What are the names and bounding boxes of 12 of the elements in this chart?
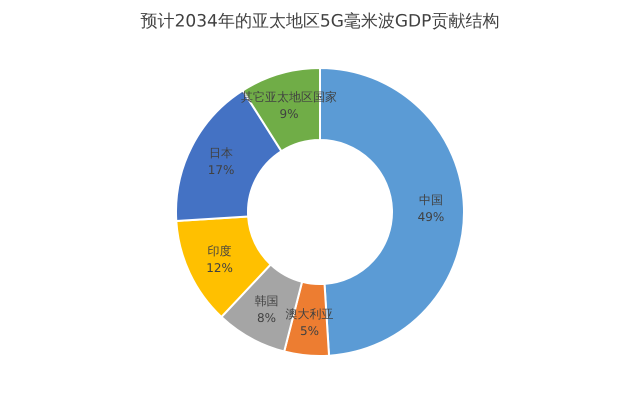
data-label: 9% — [280, 106, 299, 121]
slice-label: 中国 — [418, 193, 443, 208]
slice-label: 其它亚太地区国家 — [241, 90, 338, 104]
slice-label: 韩国 — [254, 294, 279, 308]
chart-title: 预计2034年的亚太地区5G毫米波GDP贡献结构 — [140, 12, 500, 32]
data-label: 12% — [206, 260, 233, 275]
data-label: 17% — [208, 163, 234, 178]
slice-label: 日本 — [209, 146, 234, 160]
slice-label: 印度 — [208, 244, 232, 258]
data-label: 5% — [300, 324, 320, 338]
data-label: 49% — [418, 210, 444, 224]
data-label: 8% — [257, 310, 276, 325]
